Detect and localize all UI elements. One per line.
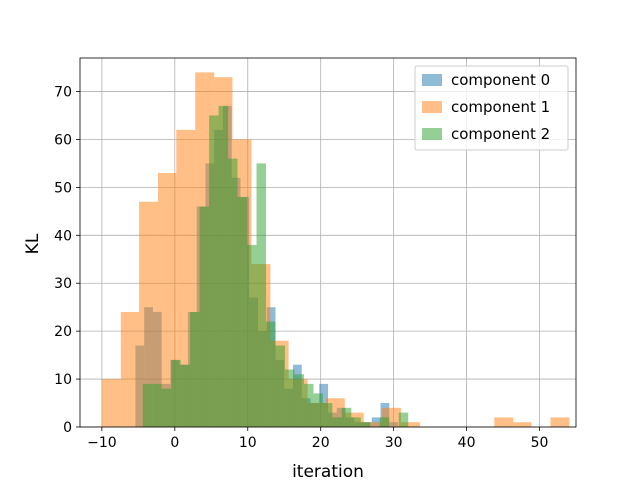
histogram-bar bbox=[284, 369, 295, 427]
y-tick-label: 70 bbox=[54, 85, 72, 101]
y-tick-label: 20 bbox=[54, 324, 72, 340]
histogram-bar bbox=[351, 417, 361, 427]
histogram-bar bbox=[228, 158, 238, 428]
histogram-bar bbox=[322, 403, 333, 427]
histogram-bar bbox=[303, 383, 314, 427]
y-tick-label: 60 bbox=[54, 132, 72, 148]
legend: component 0 component 1 component 2 bbox=[414, 65, 569, 151]
y-tick-label: 10 bbox=[54, 372, 72, 388]
x-tick-label: 40 bbox=[458, 435, 476, 451]
histogram-bar bbox=[199, 206, 210, 427]
histogram-bar bbox=[101, 379, 121, 427]
histogram-bar bbox=[494, 417, 514, 427]
y-tick-label: 40 bbox=[54, 228, 72, 244]
legend-box bbox=[414, 65, 569, 151]
x-tick-label: 0 bbox=[170, 435, 179, 451]
histogram-bar bbox=[152, 383, 162, 427]
histogram-bar bbox=[266, 321, 276, 427]
legend-swatch bbox=[422, 74, 442, 86]
histogram-bar bbox=[139, 201, 159, 427]
y-axis-ticks: 0 10 20 30 40 50 60 70 bbox=[54, 85, 80, 436]
histogram-bar bbox=[332, 417, 342, 427]
histogram-bar bbox=[247, 244, 257, 427]
histogram-bar bbox=[360, 422, 371, 427]
histogram-bar bbox=[513, 422, 532, 427]
histogram-bar bbox=[294, 374, 304, 427]
x-axis-label: iteration bbox=[292, 462, 364, 480]
axes bbox=[79, 57, 577, 428]
x-tick-label: 30 bbox=[385, 435, 403, 451]
y-tick-label: 30 bbox=[54, 276, 72, 292]
legend-swatch bbox=[422, 101, 442, 113]
histogram-bar bbox=[218, 105, 229, 427]
histogram-bar bbox=[341, 407, 352, 427]
y-tick-label: 0 bbox=[63, 420, 72, 436]
histogram-bar bbox=[209, 115, 219, 427]
histogram-bar bbox=[237, 196, 248, 427]
series-2 bbox=[142, 105, 409, 428]
histogram-bar bbox=[363, 422, 382, 427]
plot-frame bbox=[79, 57, 577, 428]
histogram-bar bbox=[142, 383, 153, 427]
x-tick-label: 10 bbox=[239, 435, 257, 451]
histogram-bar bbox=[379, 417, 390, 427]
legend-label: component 0 bbox=[451, 71, 550, 89]
histogram-bar bbox=[161, 388, 172, 427]
histogram-bar bbox=[398, 412, 409, 427]
legend-swatch bbox=[422, 128, 442, 140]
legend-label: component 1 bbox=[451, 98, 550, 116]
legend-label: component 2 bbox=[451, 125, 550, 143]
x-axis-ticks: −10 0 10 20 30 40 50 bbox=[87, 427, 548, 451]
x-tick-label: −10 bbox=[87, 435, 117, 451]
histogram-bar bbox=[190, 311, 200, 427]
histogram-bar bbox=[256, 163, 266, 427]
histogram-bar bbox=[400, 422, 420, 427]
y-tick-label: 50 bbox=[54, 180, 72, 196]
histogram-bar bbox=[180, 364, 191, 427]
x-tick-label: 20 bbox=[312, 435, 330, 451]
x-tick-label: 50 bbox=[531, 435, 549, 451]
histogram-bar bbox=[550, 417, 570, 427]
histogram-bar bbox=[171, 359, 181, 427]
histogram-bars bbox=[101, 72, 570, 428]
y-axis-label: KL bbox=[23, 233, 43, 254]
histogram-bar bbox=[275, 345, 285, 427]
histogram-bar bbox=[313, 393, 323, 427]
histogram-bar bbox=[120, 311, 140, 427]
